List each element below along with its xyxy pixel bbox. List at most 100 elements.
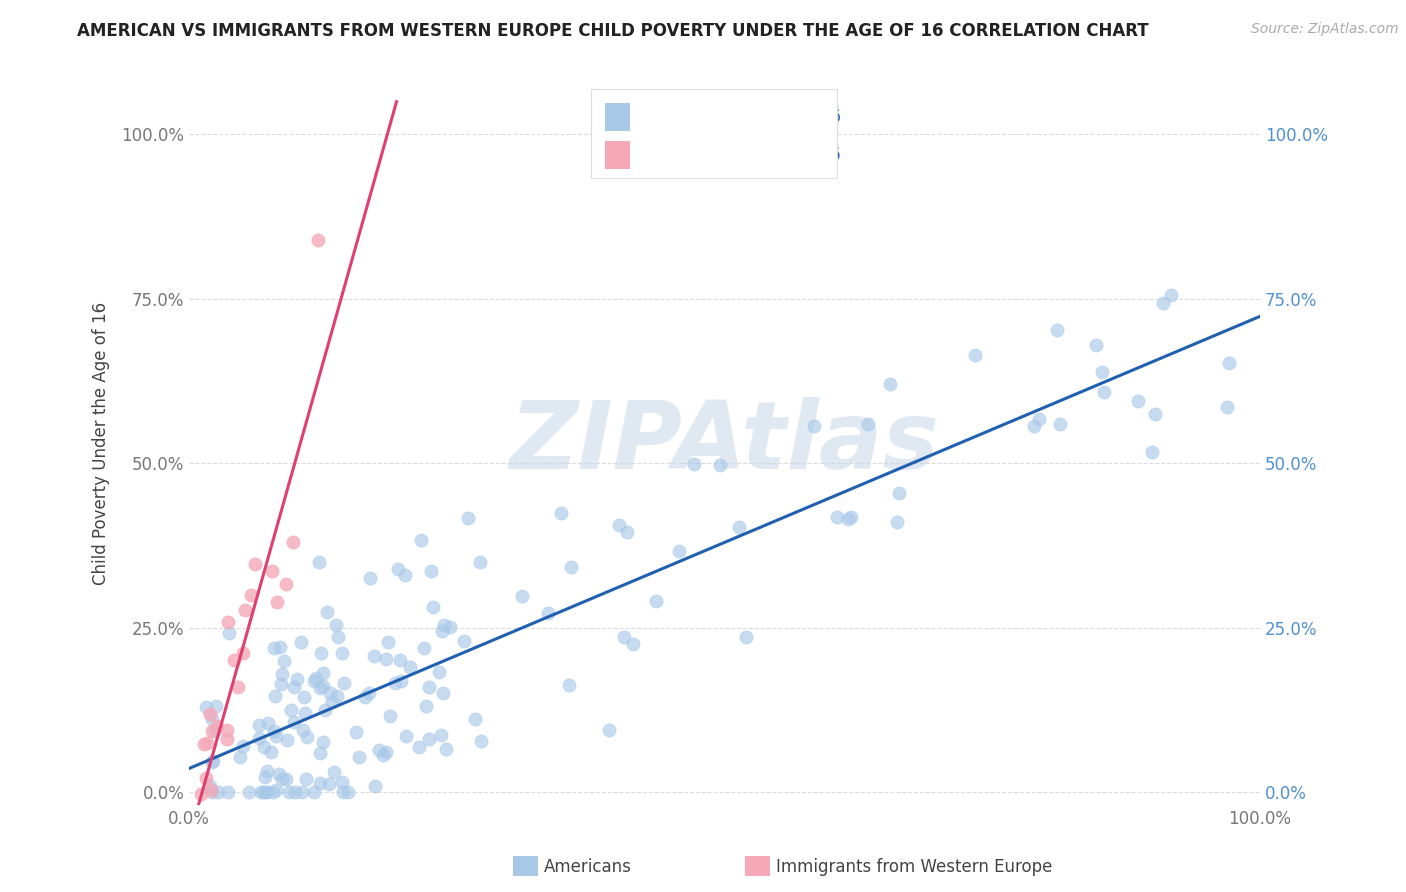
Point bbox=[325, 617, 347, 632]
Point bbox=[270, 677, 292, 691]
Point bbox=[432, 686, 454, 700]
Point bbox=[207, 785, 229, 799]
Point bbox=[233, 603, 256, 617]
Point bbox=[308, 776, 330, 790]
Point bbox=[252, 785, 274, 799]
Point bbox=[856, 417, 879, 432]
Point bbox=[412, 640, 434, 655]
Point bbox=[727, 520, 749, 534]
Point bbox=[308, 555, 330, 569]
Point bbox=[198, 831, 221, 846]
Point bbox=[470, 555, 492, 569]
Point bbox=[364, 779, 387, 793]
Point bbox=[307, 233, 329, 247]
Point bbox=[309, 646, 332, 660]
Point bbox=[269, 640, 291, 654]
Point bbox=[415, 699, 437, 714]
Point bbox=[273, 654, 295, 668]
Point bbox=[368, 742, 391, 756]
Point bbox=[295, 772, 318, 786]
Point bbox=[198, 779, 221, 793]
Point bbox=[229, 750, 252, 764]
Point bbox=[217, 615, 239, 629]
Point bbox=[1218, 356, 1240, 370]
Point bbox=[1046, 323, 1069, 337]
Point bbox=[266, 729, 288, 743]
Point bbox=[218, 625, 240, 640]
Point bbox=[198, 707, 221, 722]
Text: Immigrants from Western Europe: Immigrants from Western Europe bbox=[776, 858, 1053, 876]
Point bbox=[321, 695, 343, 709]
Point bbox=[420, 564, 443, 578]
Point bbox=[195, 700, 218, 714]
Point bbox=[709, 458, 731, 472]
Point bbox=[280, 703, 302, 717]
Point bbox=[205, 719, 228, 733]
Point bbox=[886, 515, 908, 529]
Point bbox=[558, 678, 581, 692]
Point bbox=[734, 630, 756, 644]
Point bbox=[245, 558, 267, 572]
Point bbox=[200, 785, 222, 799]
Point bbox=[357, 686, 380, 700]
Point bbox=[1152, 295, 1174, 310]
Point bbox=[418, 732, 440, 747]
Point bbox=[305, 671, 328, 685]
Point bbox=[226, 680, 249, 694]
Point bbox=[1024, 418, 1046, 433]
Point bbox=[187, 807, 209, 822]
Point bbox=[613, 630, 636, 644]
Point bbox=[195, 736, 218, 750]
Point bbox=[200, 724, 222, 739]
Point bbox=[201, 755, 224, 769]
Point bbox=[250, 785, 273, 799]
Point bbox=[295, 730, 318, 744]
Point bbox=[1128, 394, 1150, 409]
Point bbox=[283, 715, 305, 730]
Point bbox=[263, 723, 285, 738]
Point bbox=[464, 712, 486, 726]
Point bbox=[274, 577, 297, 591]
Point bbox=[190, 788, 212, 802]
Point bbox=[195, 771, 218, 785]
Point bbox=[389, 673, 412, 688]
Point bbox=[430, 728, 453, 742]
Point bbox=[264, 782, 287, 797]
Point bbox=[430, 624, 453, 639]
Point bbox=[238, 785, 260, 799]
Point bbox=[308, 746, 330, 760]
Point bbox=[278, 785, 301, 799]
Point bbox=[314, 703, 336, 717]
Point bbox=[222, 653, 245, 667]
Point bbox=[803, 419, 825, 434]
Point bbox=[312, 666, 335, 681]
Text: AMERICAN VS IMMIGRANTS FROM WESTERN EUROPE CHILD POVERTY UNDER THE AGE OF 16 COR: AMERICAN VS IMMIGRANTS FROM WESTERN EURO… bbox=[77, 22, 1149, 40]
Point bbox=[668, 544, 690, 558]
Point bbox=[384, 675, 406, 690]
Point bbox=[337, 785, 360, 799]
Point bbox=[302, 674, 325, 689]
Point bbox=[332, 785, 354, 799]
Point bbox=[240, 588, 263, 602]
Point bbox=[377, 634, 399, 648]
Point bbox=[1094, 384, 1116, 399]
Point bbox=[1091, 365, 1114, 379]
Point bbox=[259, 745, 281, 759]
Point bbox=[205, 699, 228, 714]
Point bbox=[457, 511, 479, 525]
Point bbox=[311, 735, 333, 749]
Point bbox=[1142, 445, 1164, 459]
Point bbox=[312, 679, 335, 693]
Point bbox=[1084, 338, 1107, 352]
Point bbox=[262, 785, 284, 799]
Point bbox=[598, 723, 620, 738]
Point bbox=[323, 765, 346, 780]
Point bbox=[200, 783, 222, 797]
Point bbox=[292, 723, 315, 738]
Point bbox=[418, 680, 440, 694]
Point bbox=[201, 712, 224, 726]
Point bbox=[389, 653, 412, 667]
Point bbox=[354, 690, 377, 705]
Point bbox=[332, 775, 354, 789]
Point bbox=[232, 646, 254, 660]
